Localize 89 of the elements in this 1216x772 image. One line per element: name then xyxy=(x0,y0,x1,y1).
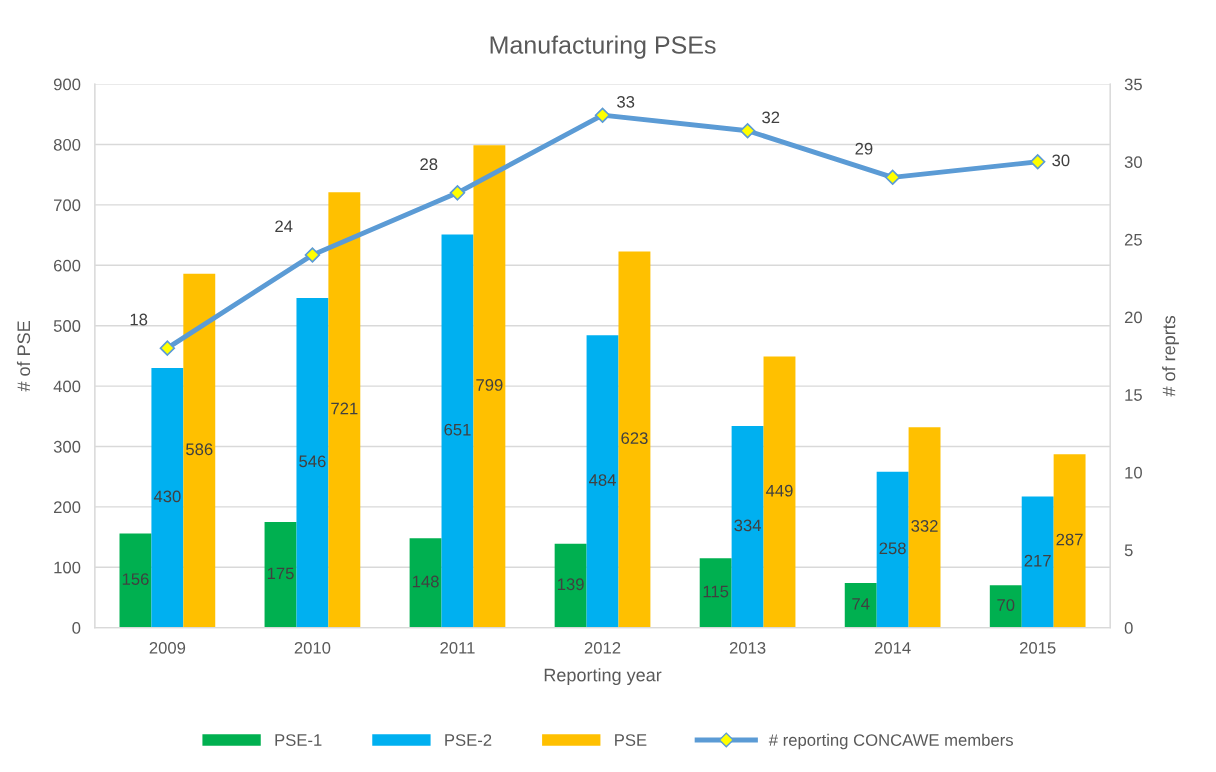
bar xyxy=(1021,496,1054,628)
point xyxy=(1029,154,1046,170)
x-tick-label: 2010 xyxy=(294,641,331,654)
data-label: 546 xyxy=(299,455,326,468)
data-label: 70 xyxy=(997,599,1015,611)
point xyxy=(884,169,901,186)
data-label: 139 xyxy=(557,578,584,591)
bar xyxy=(554,543,587,628)
data-label: 799 xyxy=(476,379,503,391)
data-label: 449 xyxy=(765,484,793,497)
y2-tick-label: 15 xyxy=(1125,389,1142,401)
y2-tick-label: 5 xyxy=(1124,544,1133,557)
data-label: 29 xyxy=(855,142,873,155)
data-label: 30 xyxy=(1052,154,1070,167)
bar xyxy=(876,471,909,628)
point xyxy=(159,340,176,356)
bar xyxy=(618,251,651,628)
chart-title: Manufacturing PSEs xyxy=(490,35,716,59)
y2-tick-label: 0 xyxy=(1124,622,1133,634)
x-tick-label: 2011 xyxy=(440,641,475,654)
bar xyxy=(989,585,1022,628)
x-tick-label: 2014 xyxy=(874,641,911,654)
data-label: 33 xyxy=(617,95,635,108)
y-tick-label: 500 xyxy=(53,320,81,332)
bar xyxy=(1053,454,1086,628)
data-label: 623 xyxy=(621,432,648,444)
bar xyxy=(473,145,506,628)
y2-tick-label: 30 xyxy=(1124,156,1142,168)
legend-label: PSE-1 xyxy=(275,734,322,746)
data-label: 115 xyxy=(703,585,729,598)
bar xyxy=(328,192,361,628)
y2-axis-title: # of reprts xyxy=(1162,315,1179,397)
bar xyxy=(441,234,474,628)
bar xyxy=(908,427,941,628)
data-label: 148 xyxy=(412,575,439,588)
data-label: 334 xyxy=(734,519,761,532)
data-label: 32 xyxy=(762,111,780,124)
data-label: 217 xyxy=(1024,554,1051,567)
legend-label: # reporting CONCAWE members xyxy=(768,733,1013,750)
data-label: 721 xyxy=(331,402,358,415)
data-label: 287 xyxy=(1056,533,1083,546)
data-label: 156 xyxy=(122,573,149,586)
data-label: 24 xyxy=(275,220,293,233)
bar xyxy=(264,521,297,628)
legend-label: PSE xyxy=(615,734,647,746)
bar xyxy=(763,356,796,628)
y2-tick-label: 10 xyxy=(1125,466,1142,479)
x-tick-label: 2012 xyxy=(584,641,621,654)
y-tick-label: 700 xyxy=(54,199,81,212)
y2-tick-label: 20 xyxy=(1124,311,1142,324)
point xyxy=(304,247,321,263)
x-tick-label: 2013 xyxy=(729,641,766,654)
data-label: 258 xyxy=(879,542,906,555)
data-label: 175 xyxy=(267,567,294,580)
point xyxy=(739,123,756,139)
data-label: 651 xyxy=(444,423,471,436)
y-tick-label: 100 xyxy=(54,561,81,574)
y-tick-label: 200 xyxy=(53,501,81,514)
y-tick-label: 300 xyxy=(53,440,81,453)
bar xyxy=(586,335,619,628)
bar xyxy=(296,297,329,628)
y-tick-label: 0 xyxy=(72,622,81,634)
bar xyxy=(731,425,764,628)
data-label: 484 xyxy=(589,474,616,486)
y-tick-label: 400 xyxy=(53,380,81,393)
bar xyxy=(699,558,732,628)
y2-tick-label: 25 xyxy=(1124,233,1142,246)
y-tick-label: 900 xyxy=(53,78,81,91)
bar xyxy=(151,367,184,628)
x-tick-label: 2015 xyxy=(1019,641,1056,654)
y-tick-label: 800 xyxy=(53,138,81,151)
data-label: 74 xyxy=(852,598,870,610)
bar xyxy=(409,538,442,628)
point xyxy=(594,107,611,123)
data-label: 430 xyxy=(153,490,181,503)
data-label: 586 xyxy=(186,443,213,456)
data-label: 332 xyxy=(911,520,938,532)
x-tick-label: 2009 xyxy=(149,641,186,654)
bar xyxy=(844,582,877,628)
point xyxy=(449,185,466,201)
bar xyxy=(119,533,152,628)
data-label: 18 xyxy=(130,313,148,326)
y-tick-label: 600 xyxy=(54,259,81,272)
y2-tick-label: 35 xyxy=(1124,78,1142,91)
y-axis-title: # of PSE xyxy=(16,321,31,392)
bar xyxy=(183,273,216,628)
legend-label: PSE-2 xyxy=(445,734,492,746)
data-label: 28 xyxy=(420,158,438,171)
x-axis-title: Reporting year xyxy=(544,668,662,685)
